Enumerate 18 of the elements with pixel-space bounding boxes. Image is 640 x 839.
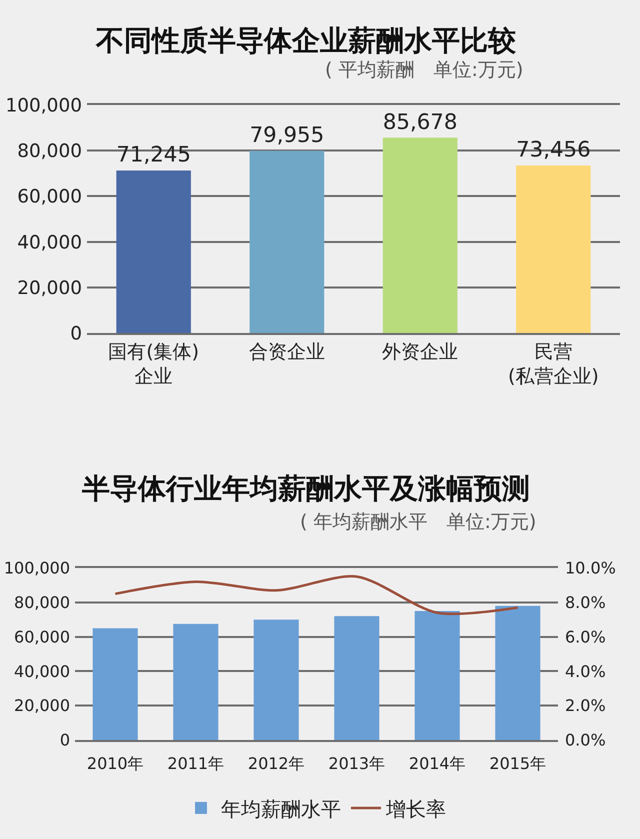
x-tick-label: 国有(集体) 企业 xyxy=(108,340,200,388)
bar xyxy=(516,166,591,333)
y-tick-label: 40,000 xyxy=(17,232,82,254)
y-tick-label: 20,000 xyxy=(17,278,82,299)
data-label: 85,678 xyxy=(382,110,458,135)
y-tick-label: 80,000 xyxy=(17,141,82,162)
chart-title: 不同性质半导体企业薪酬水平比较 xyxy=(94,24,517,57)
bar xyxy=(116,170,191,333)
x-tick-label: 合资企业 xyxy=(248,340,325,363)
y-tick-label: 0 xyxy=(70,323,82,344)
x-tick-label: 外资企业 xyxy=(382,340,458,363)
chart-subtitle: ( 平均薪酬 单位:万元) xyxy=(325,59,524,81)
bar xyxy=(250,150,324,333)
bar xyxy=(382,138,458,333)
data-label: 79,955 xyxy=(250,122,324,148)
x-tick-label: 民营 (私营企业) xyxy=(508,340,599,388)
y-tick-label: 100,000 xyxy=(5,95,82,116)
y-tick-label: 60,000 xyxy=(17,186,82,208)
